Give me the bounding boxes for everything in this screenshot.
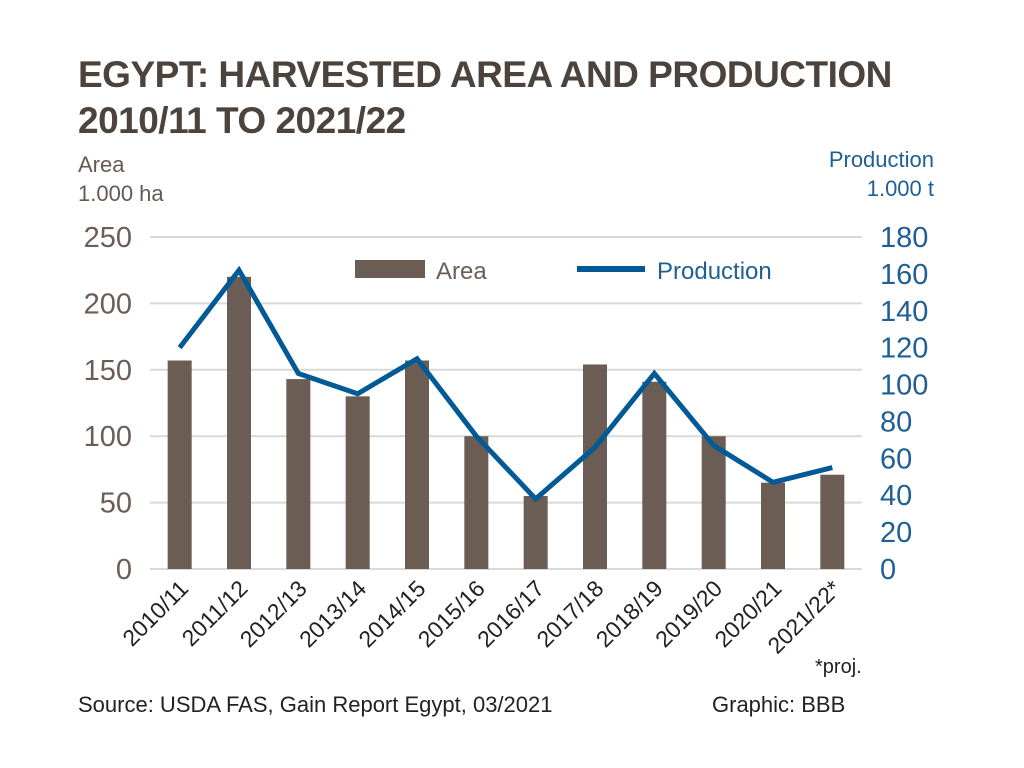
left-axis-label-line1: Area [78,152,125,177]
bar-2012/13 [286,379,311,569]
right-tick-label: 60 [880,443,912,475]
bar-2015/16 [464,436,489,569]
bar-2017/18 [583,364,607,569]
production-line [177,265,833,503]
chart-title: EGYPT: HARVESTED AREA AND PRODUCTION 201… [78,52,892,144]
left-tick-label: 0 [116,554,132,586]
bar-2020/21 [761,482,785,569]
bar-2018/19 [642,381,667,569]
right-axis-label-line1: Production [828,147,934,172]
bar-2019/20 [701,436,726,569]
bar-2014/15 [405,360,429,569]
right-tick-label: 140 [880,296,928,328]
credit-text: Graphic: BBB [712,692,846,717]
bar-2013/14 [345,396,370,569]
left-tick-label: 200 [84,288,132,320]
left-tick-label: 50 [100,488,132,520]
left-axis-label: Area 1.000 ha [78,150,164,208]
right-axis-label-line2: 1.000 t [866,176,934,201]
legend-area-label: Area [436,258,487,285]
left-axis-label-line2: 1.000 ha [78,181,164,206]
right-tick-label: 80 [880,406,912,438]
left-tick-label: 100 [84,421,132,453]
x-tick-label: 2010/11 [117,575,193,651]
right-tick-label: 40 [880,480,912,512]
title-line-2: 2010/11 TO 2021/22 [78,100,406,141]
right-tick-label: 160 [880,259,928,291]
bar-2021/22* [820,474,845,569]
legend-area-swatch [355,260,425,278]
right-axis-label: Production 1.000 t [829,145,934,203]
bar-2010/11 [167,360,192,569]
bar-2016/17 [523,495,548,569]
source-text: Source: USDA FAS, Gain Report Egypt, 03/… [78,692,553,717]
right-tick-label: 180 [880,222,928,254]
title-line-1: EGYPT: HARVESTED AREA AND PRODUCTION [78,54,892,95]
left-tick-label: 150 [84,355,132,387]
right-tick-label: 20 [880,517,912,549]
right-tick-label: 0 [880,554,896,586]
right-tick-label: 120 [880,333,928,365]
right-tick-label: 100 [880,370,928,402]
footnote: *proj. [815,656,862,678]
bar-2011/12 [227,276,251,569]
legend-production-label: Production [657,258,772,285]
left-tick-label: 250 [84,222,132,254]
